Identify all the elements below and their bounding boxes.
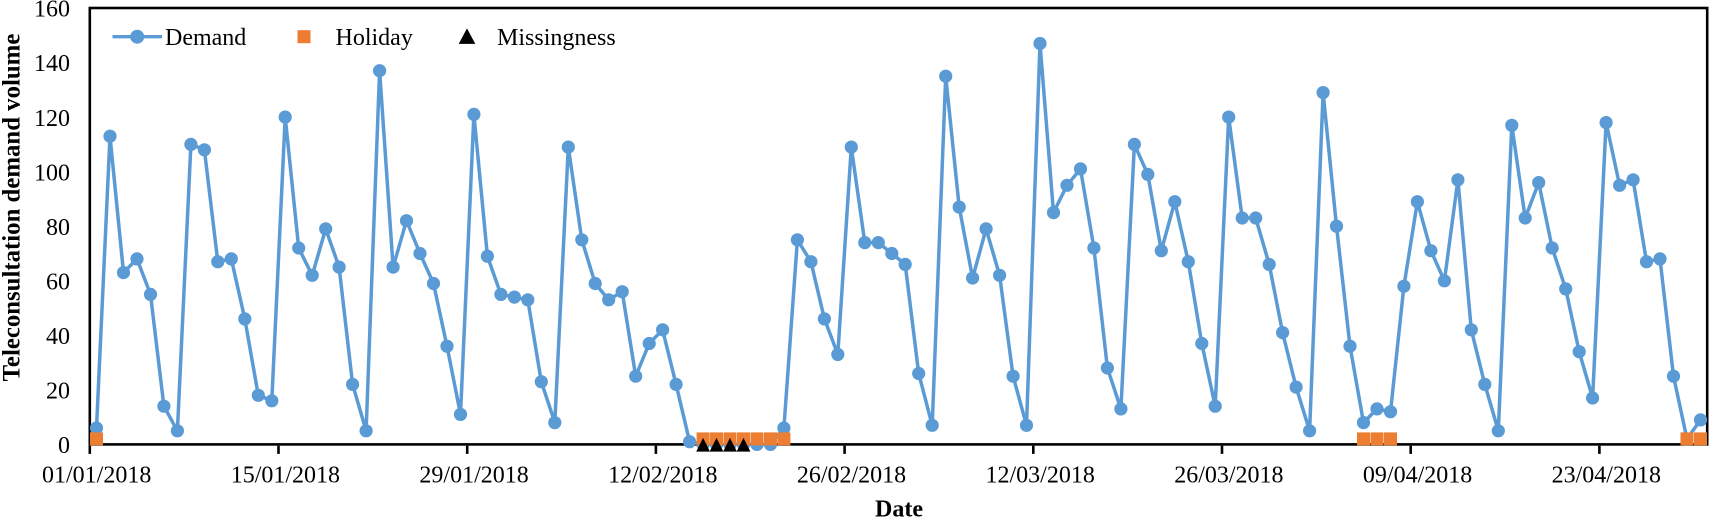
svg-text:12/03/2018: 12/03/2018: [986, 462, 1095, 488]
svg-text:100: 100: [34, 160, 70, 186]
svg-text:Date: Date: [875, 497, 923, 520]
svg-text:Teleconsultation demand volume: Teleconsultation demand volume: [0, 34, 26, 382]
svg-text:09/04/2018: 09/04/2018: [1363, 462, 1472, 488]
svg-text:Demand: Demand: [165, 25, 246, 51]
svg-text:26/03/2018: 26/03/2018: [1174, 462, 1283, 488]
svg-text:20: 20: [46, 379, 70, 405]
svg-text:12/02/2018: 12/02/2018: [608, 462, 717, 488]
svg-text:Missingness: Missingness: [497, 25, 616, 51]
svg-text:140: 140: [34, 51, 70, 77]
svg-text:23/04/2018: 23/04/2018: [1552, 462, 1661, 488]
svg-text:29/01/2018: 29/01/2018: [419, 462, 528, 488]
svg-text:26/02/2018: 26/02/2018: [797, 462, 906, 488]
svg-text:40: 40: [46, 324, 70, 350]
svg-text:80: 80: [46, 215, 70, 241]
svg-text:01/01/2018: 01/01/2018: [42, 462, 151, 488]
svg-text:Holiday: Holiday: [336, 25, 413, 51]
svg-text:120: 120: [34, 106, 70, 132]
svg-text:0: 0: [58, 433, 70, 459]
svg-text:15/01/2018: 15/01/2018: [231, 462, 340, 488]
svg-text:160: 160: [34, 0, 70, 23]
svg-text:60: 60: [46, 269, 70, 295]
